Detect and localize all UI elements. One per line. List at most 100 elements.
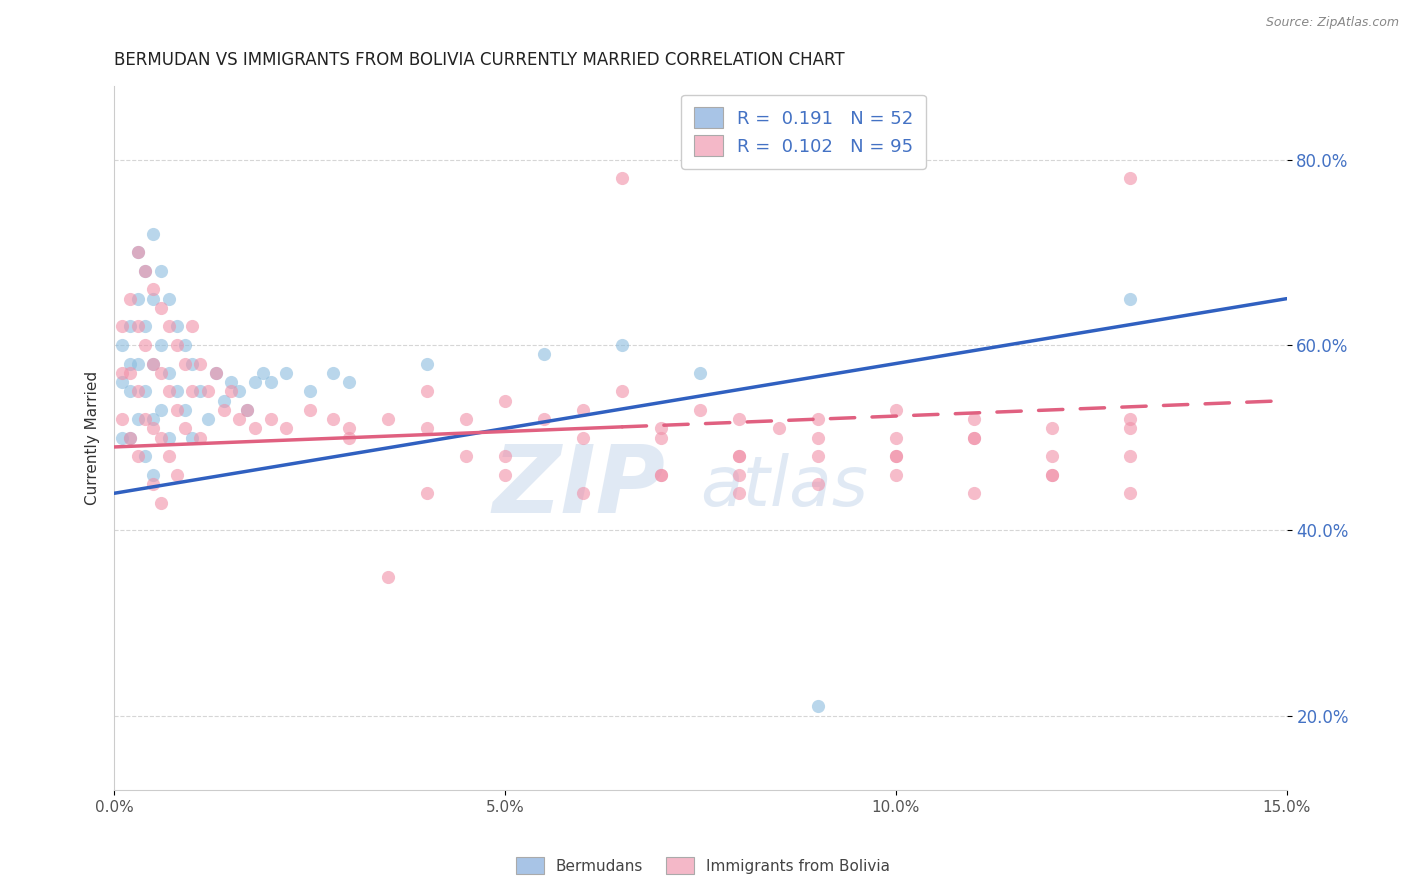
Point (142, 357, 165, 371)
Point (1119, 412, 1142, 426)
Text: atlas: atlas (700, 453, 869, 520)
Point (111, 375, 134, 389)
Point (157, 292, 180, 306)
Point (768, 421, 790, 435)
Point (118, 319, 141, 334)
Point (416, 384, 439, 399)
Point (1119, 486, 1142, 500)
Point (166, 319, 188, 334)
Point (416, 421, 439, 435)
Point (142, 227, 165, 241)
Point (276, 366, 298, 380)
Point (173, 402, 195, 417)
Point (127, 357, 149, 371)
Point (127, 245, 149, 260)
Point (572, 431, 595, 445)
Point (111, 338, 134, 352)
Point (1119, 421, 1142, 435)
Point (1119, 292, 1142, 306)
Point (134, 338, 156, 352)
Point (807, 699, 830, 714)
Point (572, 486, 595, 500)
Point (204, 366, 226, 380)
Point (322, 412, 344, 426)
Y-axis label: Currently Married: Currently Married (86, 370, 100, 505)
Point (650, 421, 672, 435)
Point (243, 375, 266, 389)
Point (322, 366, 344, 380)
Point (963, 431, 986, 445)
Point (157, 384, 180, 399)
Point (111, 319, 134, 334)
Point (173, 421, 195, 435)
Point (1040, 467, 1063, 482)
Point (416, 486, 439, 500)
Point (236, 402, 259, 417)
Point (1040, 467, 1063, 482)
Point (807, 477, 830, 491)
Point (416, 357, 439, 371)
Point (111, 412, 134, 426)
Point (221, 384, 243, 399)
Point (228, 384, 250, 399)
Point (884, 402, 907, 417)
Point (963, 486, 986, 500)
Point (533, 412, 555, 426)
Legend: R =  0.191   N = 52, R =  0.102   N = 95: R = 0.191 N = 52, R = 0.102 N = 95 (681, 95, 925, 169)
Point (204, 366, 226, 380)
Legend: Bermudans, Immigrants from Bolivia: Bermudans, Immigrants from Bolivia (510, 851, 896, 880)
Point (243, 421, 266, 435)
Point (150, 431, 173, 445)
Point (157, 319, 180, 334)
Point (150, 338, 173, 352)
Point (150, 301, 173, 315)
Point (212, 402, 235, 417)
Point (142, 292, 165, 306)
Text: BERMUDAN VS IMMIGRANTS FROM BOLIVIA CURRENTLY MARRIED CORRELATION CHART: BERMUDAN VS IMMIGRANTS FROM BOLIVIA CURR… (114, 51, 845, 69)
Point (134, 264, 156, 278)
Point (118, 384, 141, 399)
Point (134, 319, 156, 334)
Point (142, 467, 165, 482)
Point (612, 171, 634, 186)
Point (572, 402, 595, 417)
Point (884, 449, 907, 463)
Point (173, 357, 195, 371)
Point (228, 412, 250, 426)
Point (728, 486, 751, 500)
Point (197, 412, 219, 426)
Point (127, 449, 149, 463)
Point (142, 282, 165, 296)
Point (650, 467, 672, 482)
Point (150, 264, 173, 278)
Point (166, 467, 188, 482)
Point (181, 357, 204, 371)
Point (173, 338, 195, 352)
Point (650, 431, 672, 445)
Point (494, 393, 516, 408)
Point (337, 431, 360, 445)
Point (142, 477, 165, 491)
Point (1040, 449, 1063, 463)
Point (150, 366, 173, 380)
Point (494, 449, 516, 463)
Point (118, 431, 141, 445)
Point (127, 292, 149, 306)
Point (188, 431, 211, 445)
Point (134, 412, 156, 426)
Point (963, 412, 986, 426)
Point (298, 402, 321, 417)
Point (181, 384, 204, 399)
Point (236, 402, 259, 417)
Point (298, 384, 321, 399)
Point (111, 366, 134, 380)
Point (142, 412, 165, 426)
Point (150, 402, 173, 417)
Text: Source: ZipAtlas.com: Source: ZipAtlas.com (1265, 16, 1399, 29)
Point (728, 412, 751, 426)
Point (1119, 449, 1142, 463)
Point (127, 319, 149, 334)
Point (807, 449, 830, 463)
Point (1040, 421, 1063, 435)
Point (259, 375, 281, 389)
